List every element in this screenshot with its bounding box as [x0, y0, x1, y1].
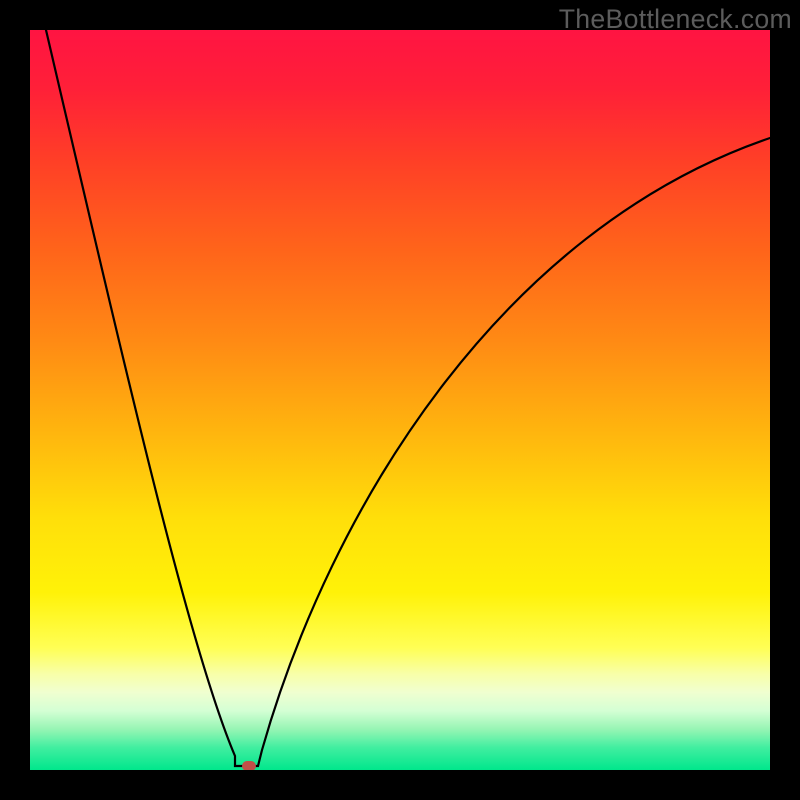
- chart-frame: TheBottleneck.com: [0, 0, 800, 800]
- bottleneck-plot: [30, 30, 770, 770]
- plot-background: [30, 30, 770, 770]
- minimum-marker: [242, 761, 256, 770]
- watermark-text: TheBottleneck.com: [559, 4, 792, 35]
